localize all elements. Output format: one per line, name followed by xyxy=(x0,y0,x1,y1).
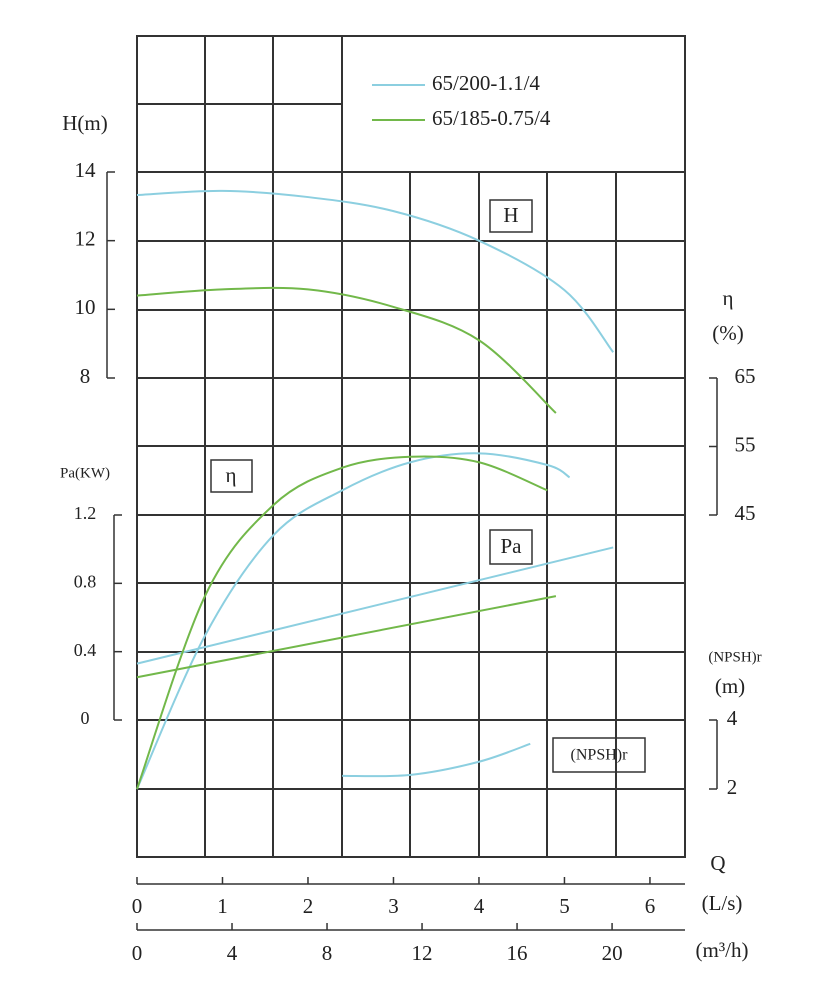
x-tick-label: 4 xyxy=(227,941,238,965)
label-box xyxy=(489,199,533,233)
x-tick-label: 1 xyxy=(217,894,228,918)
label-box xyxy=(210,459,253,493)
x-tick-label: 2 xyxy=(303,894,314,918)
y-tick-label: 4 xyxy=(727,706,738,730)
axis-title: Pa(KW) xyxy=(60,465,110,481)
axis-unit: (%) xyxy=(712,321,743,345)
grid xyxy=(136,35,686,858)
curve-label: H xyxy=(503,203,518,227)
curve xyxy=(136,546,614,665)
y-tick-label: 10 xyxy=(75,295,96,319)
y-tick-label: 1.2 xyxy=(74,503,97,523)
x-tick-label: 3 xyxy=(388,894,399,918)
axis-unit: (m³/h) xyxy=(696,938,749,962)
x-tick-label: 8 xyxy=(322,941,333,965)
axis-unit: (L/s) xyxy=(702,891,743,915)
y-tick-label: 0.8 xyxy=(74,571,97,591)
axis-title: (NPSH)r xyxy=(708,649,761,665)
y-tick-label: 0.4 xyxy=(74,640,97,660)
y-tick-label: 8 xyxy=(80,364,91,388)
axis-title: Q xyxy=(710,851,725,875)
legend-label: 65/185-0.75/4 xyxy=(432,106,551,130)
y-tick-label: 2 xyxy=(727,775,738,799)
x-tick-label: 12 xyxy=(412,941,433,965)
curve-label: (NPSH)r xyxy=(571,747,629,764)
x-tick-label: 4 xyxy=(474,894,485,918)
x-tick-label: 0 xyxy=(132,941,143,965)
grid-lines xyxy=(137,36,685,857)
label-box xyxy=(552,737,646,773)
y-tick-label: 45 xyxy=(735,501,756,525)
x-tick-label: 6 xyxy=(645,894,656,918)
label-box xyxy=(489,529,533,565)
curve-label: Pa xyxy=(501,534,523,558)
curve xyxy=(342,742,531,778)
curve-label: η xyxy=(226,463,237,487)
legend-label: 65/200-1.1/4 xyxy=(432,71,540,95)
y-tick-label: 65 xyxy=(735,364,756,388)
x-tick-label: 20 xyxy=(602,941,623,965)
y-tick-label: 0 xyxy=(81,708,90,728)
curve xyxy=(136,189,614,353)
axis-title: H(m) xyxy=(62,111,108,135)
y-tick-label: 12 xyxy=(75,226,96,250)
curve xyxy=(136,595,557,679)
x-tick-label: 5 xyxy=(559,894,570,918)
axis-title: η xyxy=(723,286,734,310)
curve xyxy=(136,286,557,414)
y-tick-label: 55 xyxy=(735,432,756,456)
y-tick-label: 14 xyxy=(75,158,97,182)
curve xyxy=(136,455,548,790)
x-tick-label: 16 xyxy=(507,941,528,965)
curve xyxy=(136,452,571,790)
x-tick-label: 0 xyxy=(132,894,143,918)
axis-unit: (m) xyxy=(715,674,745,698)
